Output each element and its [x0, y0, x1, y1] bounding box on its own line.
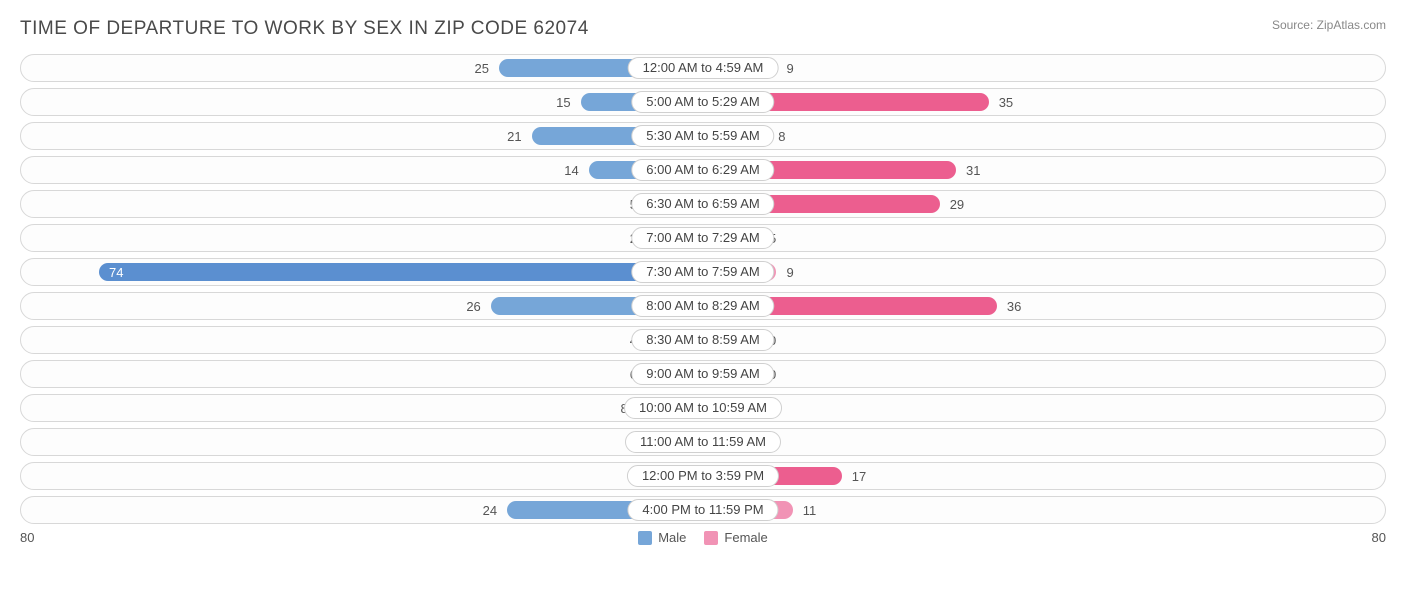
chart-row: 21712:00 PM to 3:59 PM	[20, 462, 1386, 490]
female-value: 35	[989, 95, 1023, 110]
legend-item-female: Female	[704, 530, 767, 545]
chart-footer: 80 Male Female 80	[20, 530, 1386, 545]
chart-row: 15 35 5:00 AM to 5:29 AM	[20, 88, 1386, 116]
legend-item-male: Male	[638, 530, 686, 545]
chart-row: 0211:00 AM to 11:59 AM	[20, 428, 1386, 456]
legend-label-female: Female	[724, 530, 767, 545]
chart-row: 74 97:30 AM to 7:59 AM	[20, 258, 1386, 286]
category-label: 9:00 AM to 9:59 AM	[631, 363, 774, 385]
legend-label-male: Male	[658, 530, 686, 545]
female-value: 11	[793, 503, 827, 518]
category-label: 11:00 AM to 11:59 AM	[625, 431, 781, 453]
category-label: 10:00 AM to 10:59 AM	[624, 397, 782, 419]
category-label: 7:00 AM to 7:29 AM	[631, 227, 774, 249]
category-label: 4:00 PM to 11:59 PM	[627, 499, 778, 521]
category-label: 8:00 AM to 8:29 AM	[631, 295, 774, 317]
male-value: 25	[464, 61, 498, 76]
female-value: 31	[956, 163, 990, 178]
male-value: 26	[456, 299, 490, 314]
female-value: 9	[776, 61, 803, 76]
category-label: 7:30 AM to 7:59 AM	[631, 261, 774, 283]
legend: Male Female	[638, 530, 768, 545]
category-label: 8:30 AM to 8:59 AM	[631, 329, 774, 351]
chart-row: 609:00 AM to 9:59 AM	[20, 360, 1386, 388]
male-bar: 74	[99, 263, 703, 281]
female-value: 36	[997, 299, 1031, 314]
category-label: 6:30 AM to 6:59 AM	[631, 193, 774, 215]
chart-header: TIME OF DEPARTURE TO WORK BY SEX IN ZIP …	[20, 18, 1386, 40]
category-label: 12:00 AM to 4:59 AM	[628, 57, 779, 79]
female-value: 29	[940, 197, 974, 212]
legend-swatch-male	[638, 531, 652, 545]
chart-row: 14 31 6:00 AM to 6:29 AM	[20, 156, 1386, 184]
chart-row: 26 36 8:00 AM to 8:29 AM	[20, 292, 1386, 320]
chart-row: 257:00 AM to 7:29 AM	[20, 224, 1386, 252]
male-value: 15	[546, 95, 580, 110]
chart-row: 8210:00 AM to 10:59 AM	[20, 394, 1386, 422]
axis-left-max: 80	[20, 530, 34, 545]
legend-swatch-female	[704, 531, 718, 545]
male-value: 21	[497, 129, 531, 144]
category-label: 5:00 AM to 5:29 AM	[631, 91, 774, 113]
category-label: 6:00 AM to 6:29 AM	[631, 159, 774, 181]
female-value: 9	[776, 265, 803, 280]
female-value: 17	[842, 469, 876, 484]
male-value: 74	[99, 265, 133, 280]
male-value: 14	[554, 163, 588, 178]
chart-row: 25 912:00 AM to 4:59 AM	[20, 54, 1386, 82]
diverging-bar-chart: 25912:00 AM to 4:59 AM15355:00 AM to 5:2…	[20, 54, 1386, 524]
chart-row: 2185:30 AM to 5:59 AM	[20, 122, 1386, 150]
male-value: 24	[473, 503, 507, 518]
chart-row: 408:30 AM to 8:59 AM	[20, 326, 1386, 354]
chart-row: 24 11 4:00 PM to 11:59 PM	[20, 496, 1386, 524]
chart-title: TIME OF DEPARTURE TO WORK BY SEX IN ZIP …	[20, 18, 589, 40]
axis-right-max: 80	[1372, 530, 1386, 545]
chart-source: Source: ZipAtlas.com	[1272, 18, 1386, 32]
chart-row: 5296:30 AM to 6:59 AM	[20, 190, 1386, 218]
category-label: 12:00 PM to 3:59 PM	[627, 465, 779, 487]
category-label: 5:30 AM to 5:59 AM	[631, 125, 774, 147]
